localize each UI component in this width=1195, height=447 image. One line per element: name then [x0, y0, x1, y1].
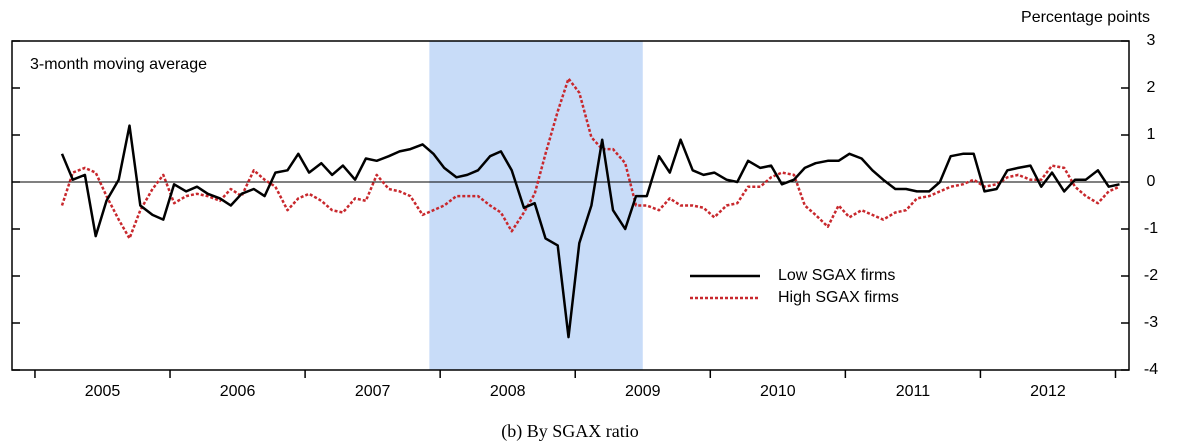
- x-tick-label: 2008: [490, 383, 526, 400]
- legend-label: Low SGAX firms: [778, 267, 895, 284]
- y-tick-label: 1: [1147, 126, 1156, 143]
- y-axis-label: Percentage points: [1021, 9, 1150, 26]
- plot-frame: [11, 40, 1130, 371]
- y-tick-label: -4: [1144, 361, 1158, 378]
- x-tick-label: 2010: [760, 383, 796, 400]
- x-tick-label: 2011: [896, 383, 931, 400]
- y-tick-label: -2: [1144, 267, 1158, 284]
- legend-label: High SGAX firms: [778, 289, 899, 306]
- series-line: [60, 124, 1120, 339]
- x-tick-label: 2007: [355, 383, 391, 400]
- y-tick-label: -3: [1144, 314, 1158, 331]
- y-tick-label: 3: [1147, 32, 1156, 49]
- y-tick-label: 0: [1147, 173, 1156, 190]
- y-tick-label: -1: [1144, 220, 1158, 237]
- x-tick-label: 2006: [220, 383, 256, 400]
- x-tick-label: 2012: [1030, 383, 1066, 400]
- series-line: [60, 77, 1120, 240]
- x-tick-label: 2009: [625, 383, 661, 400]
- chart-title: (b) By SGAX ratio: [501, 421, 639, 442]
- annotation: 3-month moving average: [30, 56, 207, 73]
- y-tick-label: 2: [1147, 79, 1156, 96]
- x-tick-label: 2005: [85, 383, 121, 400]
